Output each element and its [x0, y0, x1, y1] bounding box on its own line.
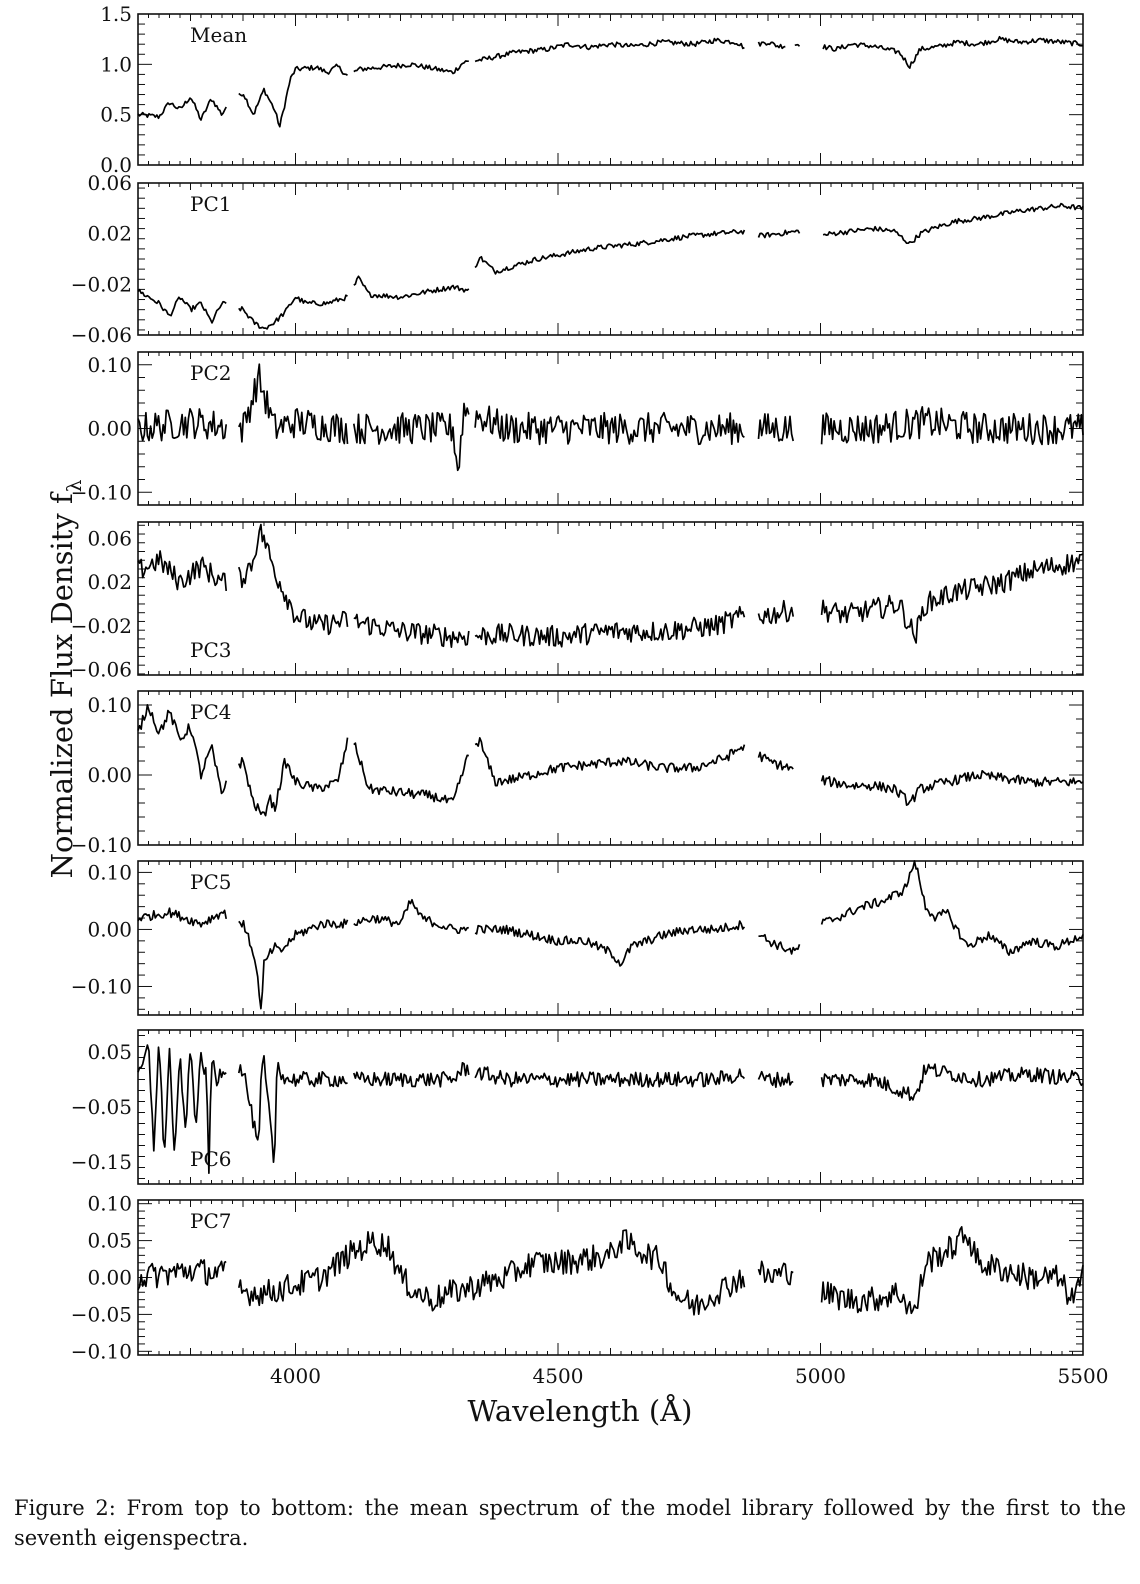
- y-tick-label: 0.5: [100, 103, 132, 127]
- y-tick-label: −0.10: [71, 974, 132, 998]
- y-tick-label: −0.06: [71, 323, 132, 347]
- panel-frame: [137, 521, 1084, 676]
- y-tick-label: 0.05: [87, 1229, 132, 1253]
- figure-caption: Figure 2: From top to bottom: the mean s…: [14, 1496, 1126, 1550]
- x-tick-label: 4000: [270, 1364, 321, 1388]
- y-tick-label: 0.05: [87, 1040, 132, 1064]
- series-line-pc4: [137, 704, 1084, 817]
- panel-frame: [137, 1029, 1084, 1185]
- x-axis-label: Wavelength (Å): [467, 1394, 693, 1428]
- x-tick-label: 5500: [1058, 1364, 1109, 1388]
- y-tick-label: 0.02: [87, 222, 132, 246]
- panel-frame: [137, 13, 1084, 166]
- y-tick-label: 1.0: [100, 52, 132, 76]
- series-line-pc7: [137, 1226, 1084, 1316]
- y-tick-label: 0.10: [87, 353, 132, 377]
- panel-label: PC4: [190, 700, 231, 724]
- panel-label: PC5: [190, 870, 231, 894]
- panel-label: PC6: [190, 1147, 231, 1171]
- y-tick-label: −0.05: [71, 1095, 132, 1119]
- y-tick-label: 0.06: [87, 171, 132, 195]
- series-line-pc6: [137, 1044, 1084, 1175]
- y-tick-label: 0.10: [87, 860, 132, 884]
- y-tick-label: −0.02: [71, 272, 132, 296]
- series-line-mean: [137, 35, 1084, 128]
- panel-label: PC1: [190, 192, 231, 216]
- series-line-pc1: [137, 202, 1084, 330]
- y-axis-label-subscript: λ: [62, 479, 86, 493]
- x-tick-label: 5000: [795, 1364, 846, 1388]
- y-axis-label-text: Normalized Flux Density f: [45, 493, 79, 879]
- panel-frame: [137, 1199, 1084, 1356]
- y-tick-label: 0.00: [87, 1266, 132, 1290]
- y-tick-label: 0.00: [87, 917, 132, 941]
- spectra-figure: 0.0 0.5 1.0 1.5 Mean −0.06 −0.02 0.02 0.06 PC1 −0.…: [71, 2, 1109, 1388]
- panel-label: PC2: [190, 361, 231, 385]
- y-tick-label: 0.10: [87, 693, 132, 717]
- y-tick-label: −0.05: [71, 1302, 132, 1326]
- y-axis-label: Normalized Flux Density fλ: [44, 449, 86, 909]
- y-tick-label: 0.0: [100, 153, 132, 177]
- panel-frame: [137, 860, 1084, 1016]
- y-tick-label: −0.15: [71, 1150, 132, 1174]
- y-tick-label: −0.06: [71, 658, 132, 682]
- y-tick-label: 0.00: [87, 417, 132, 441]
- y-tick-label: −0.10: [71, 480, 132, 504]
- y-tick-label: 0.00: [87, 763, 132, 787]
- y-tick-label: −0.10: [71, 833, 132, 857]
- x-tick-label: 4500: [533, 1364, 584, 1388]
- y-tick-label: −0.10: [71, 1339, 132, 1363]
- panel-frame: [137, 182, 1084, 336]
- panel-frame: [137, 690, 1084, 846]
- series-line-pc5: [137, 860, 1084, 1010]
- panel-label: PC7: [190, 1209, 231, 1233]
- panel-label: PC3: [190, 638, 231, 662]
- panel-label: Mean: [190, 23, 247, 47]
- series-line-pc2: [137, 363, 1084, 472]
- y-tick-label: −0.02: [71, 614, 132, 638]
- series-line-pc3: [137, 523, 1084, 648]
- y-tick-label: 0.02: [87, 570, 132, 594]
- y-tick-label: 1.5: [100, 2, 132, 26]
- y-tick-label: 0.06: [87, 526, 132, 550]
- y-tick-label: 0.10: [87, 1192, 132, 1216]
